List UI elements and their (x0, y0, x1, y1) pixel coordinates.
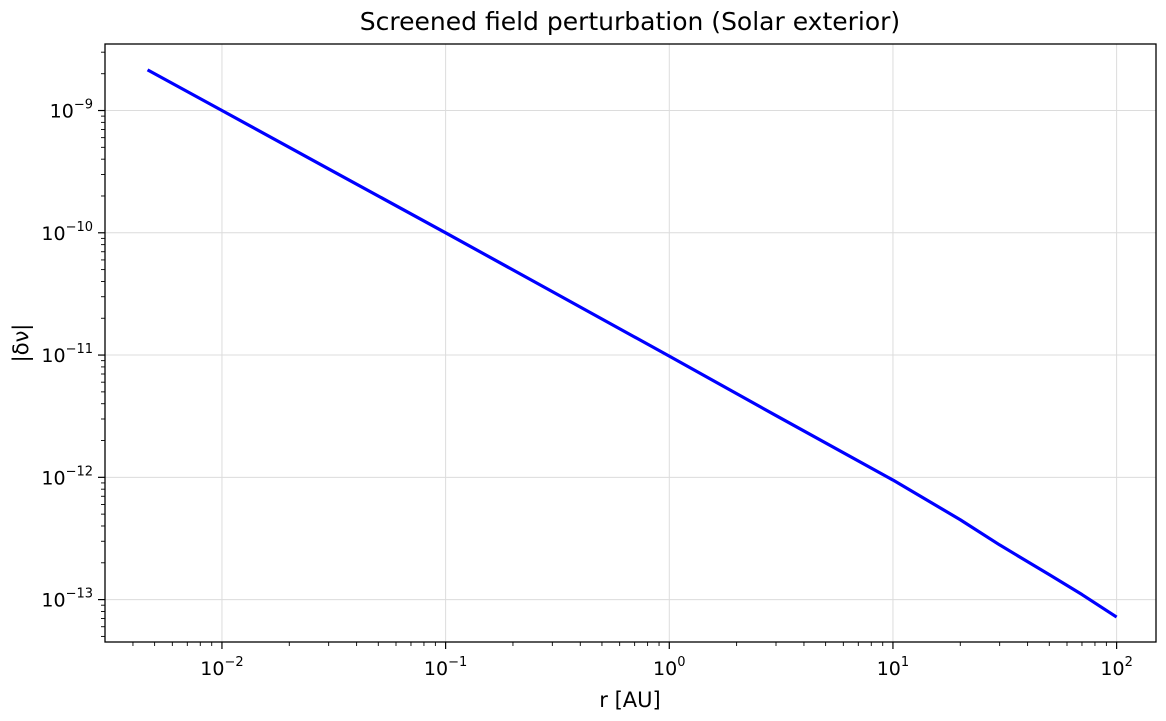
y-tick-label: 10−12 (41, 464, 93, 489)
plot-frame (104, 43, 1157, 643)
y-tick-label: 10−11 (41, 342, 93, 367)
x-tick-label: 100 (653, 655, 685, 680)
x-tick-labels: 10−2 10−1 100 101 102 (200, 655, 1133, 680)
axis-ticks (98, 51, 1118, 649)
y-tick-labels: 10−9 10−10 10−11 10−12 10−13 (41, 98, 93, 612)
y-tick-label: 10−10 (41, 220, 93, 245)
x-tick-label: 10−2 (200, 655, 243, 680)
x-tick-label: 101 (877, 655, 909, 680)
grid (105, 44, 1156, 642)
x-tick-label: 10−1 (424, 655, 467, 680)
x-axis-label: r [AU] (599, 688, 660, 712)
x-tick-label: 102 (1100, 655, 1132, 680)
y-tick-label: 10−9 (50, 98, 93, 123)
chart-title: Screened field perturbation (Solar exter… (360, 7, 900, 36)
plot-area (146, 68, 1118, 619)
series-line (146, 68, 1118, 619)
y-tick-label: 10−13 (41, 587, 93, 612)
y-axis-label: |δν| (9, 324, 34, 363)
